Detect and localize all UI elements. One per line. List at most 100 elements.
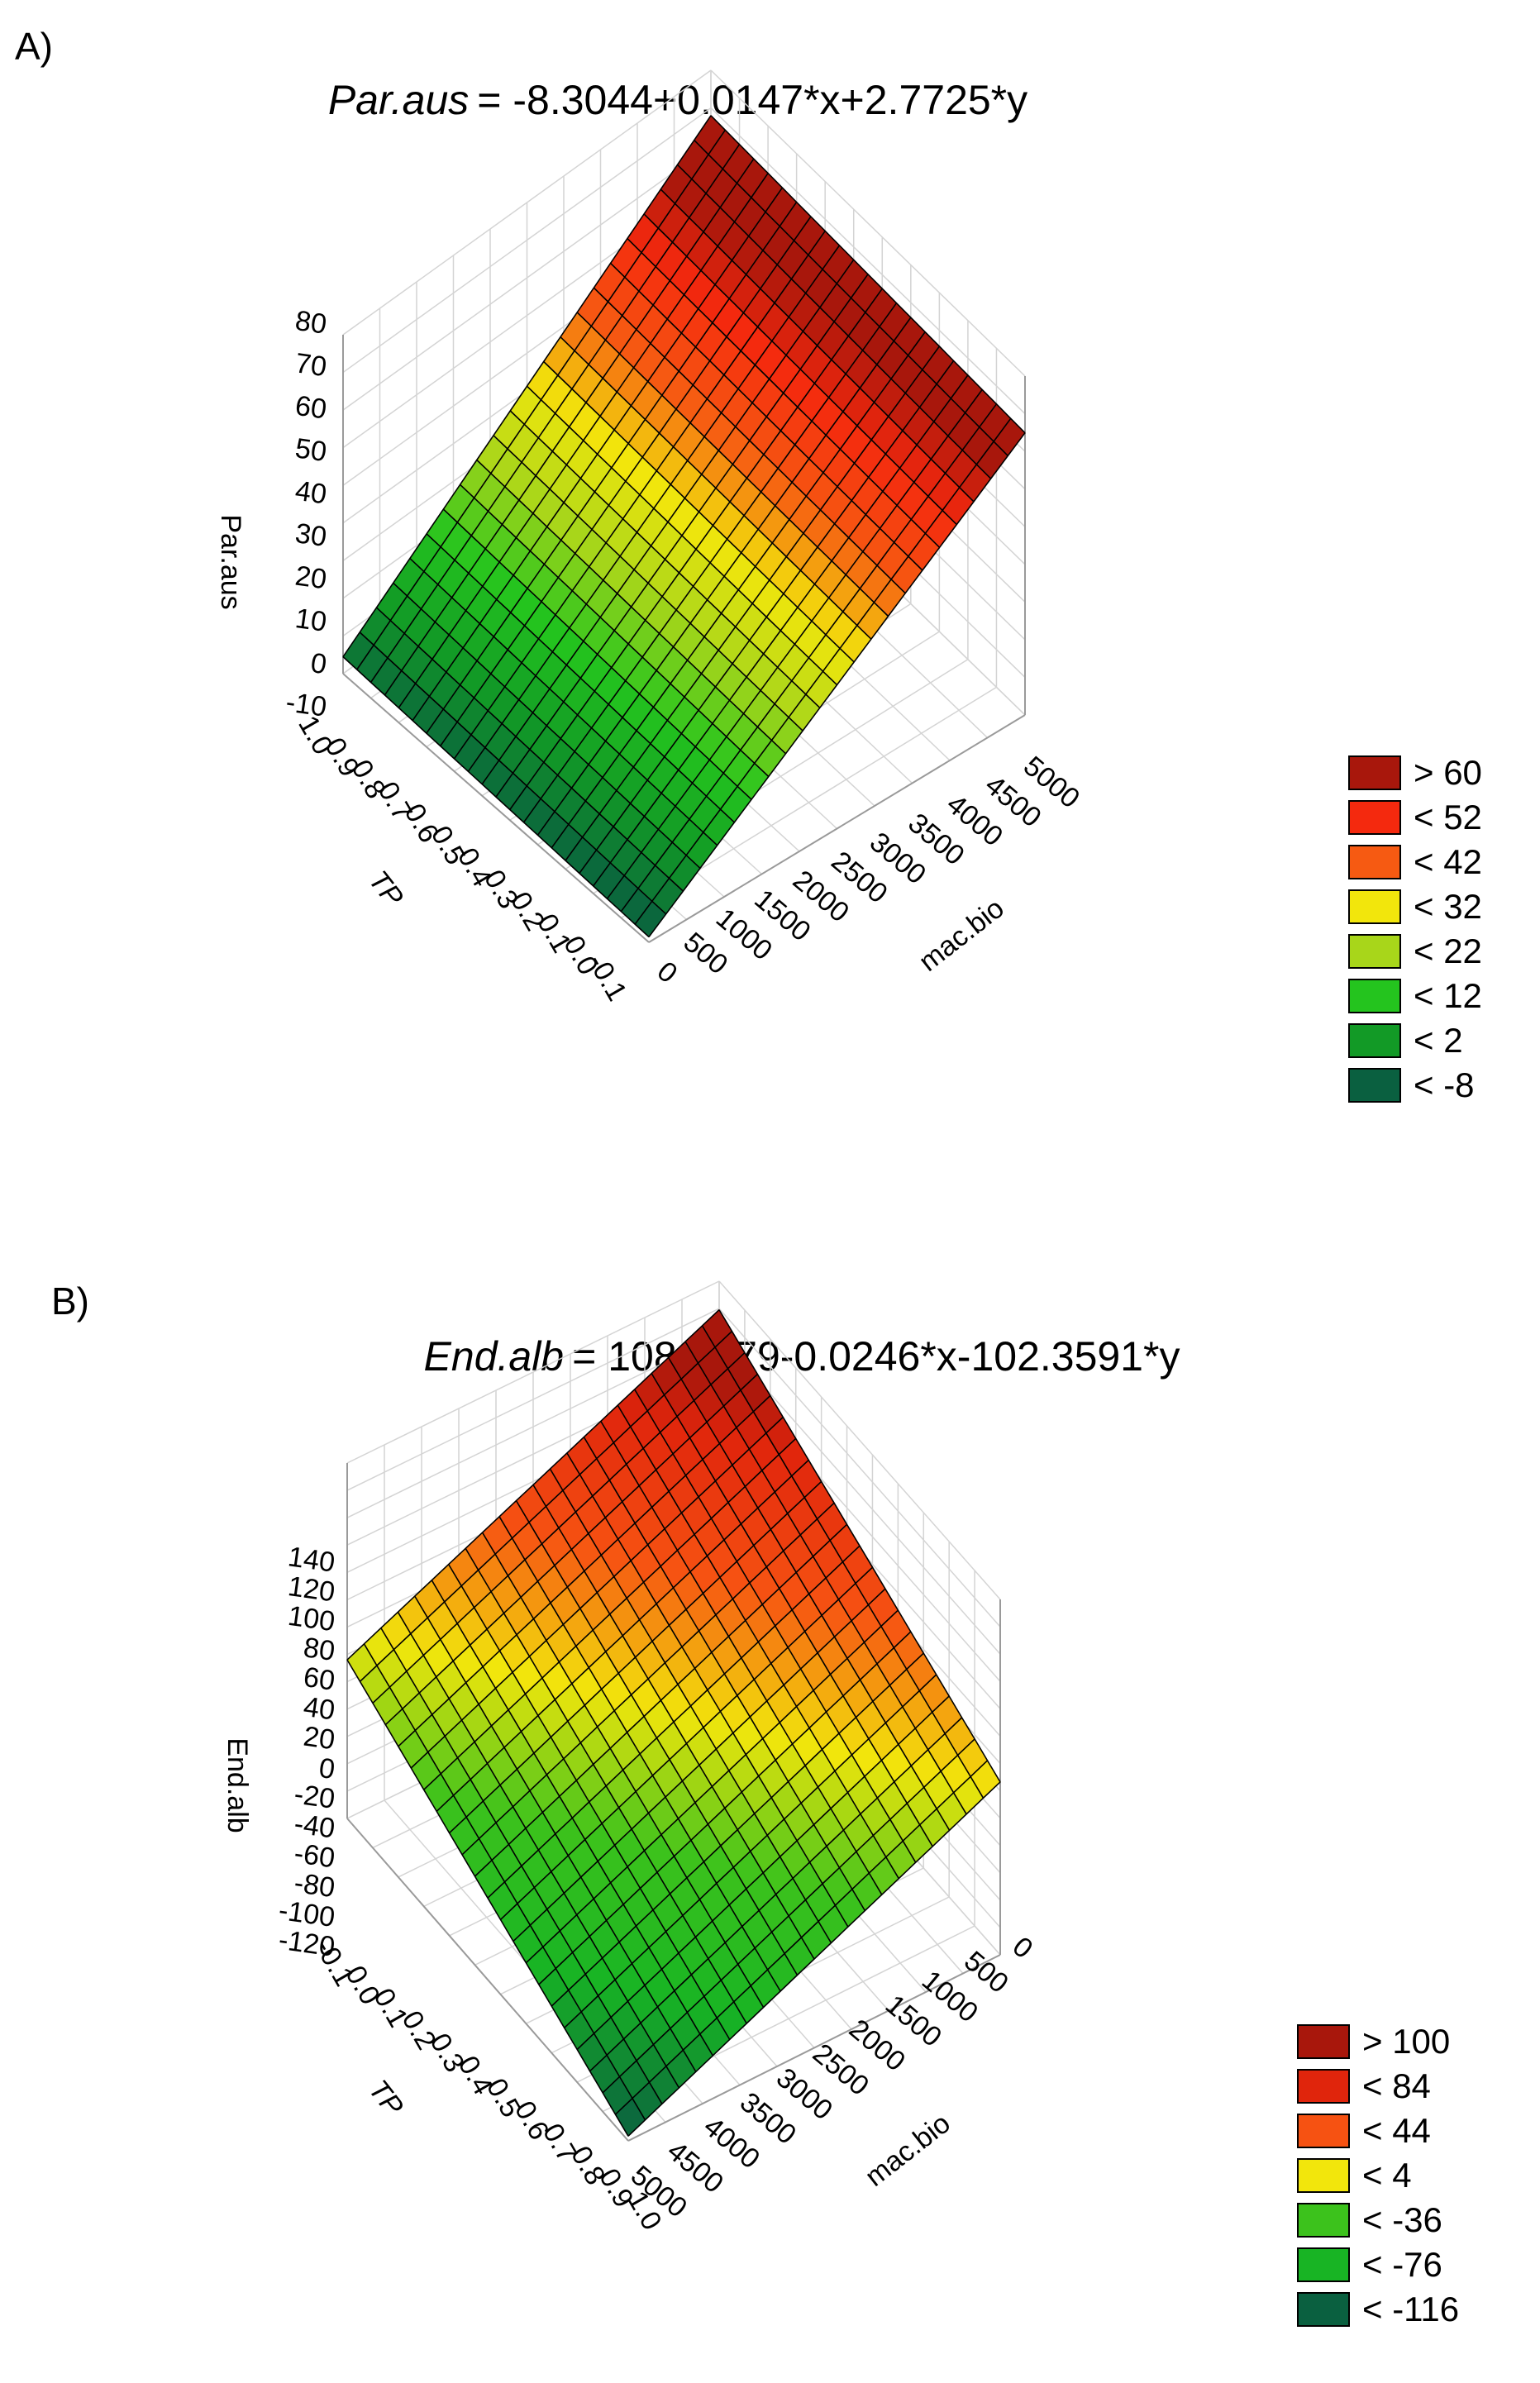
- legend-swatch: [1348, 979, 1401, 1013]
- legend-label: < -76: [1362, 2245, 1442, 2284]
- mesh-line: [718, 1309, 1001, 1783]
- mesh-line: [667, 1356, 951, 1831]
- z-tick-label: 20: [302, 1721, 337, 1756]
- mesh-line: [509, 410, 821, 708]
- mesh-line: [576, 312, 889, 617]
- tick-labels-a: 80706050403020100-101.00.90.80.70.60.50.…: [284, 305, 1086, 1006]
- mesh-line: [431, 1580, 713, 2057]
- mesh-line: [380, 1628, 663, 2104]
- z-tick-label: 10: [293, 603, 329, 638]
- grid-line: [718, 1280, 1001, 1600]
- axis-edge: [648, 714, 1026, 943]
- legend-label: < 12: [1414, 976, 1482, 1015]
- mesh-line: [532, 1484, 815, 1960]
- mesh-line: [643, 213, 957, 526]
- panel-a: A) Par.aus = -8.3044+0.0147*x+2.7725*y 80…: [15, 25, 1482, 1104]
- z-tick-label: 0: [317, 1752, 336, 1785]
- panel-label-a: A): [15, 25, 53, 68]
- mesh-line: [593, 287, 906, 594]
- z-tick-label: -40: [293, 1808, 337, 1844]
- mesh-line: [543, 360, 855, 663]
- tp-axis-title-b: TP: [362, 2074, 409, 2122]
- axis-edge: [346, 1818, 629, 2142]
- legend-label: > 60: [1414, 753, 1482, 792]
- surface-mesh-a: [342, 115, 1026, 938]
- mac-tick-label: 0: [1007, 1931, 1039, 1965]
- legend-swatch: [1348, 1068, 1401, 1103]
- z-tick-label: -80: [293, 1867, 337, 1904]
- mesh-line: [610, 262, 923, 571]
- z-tick-label: 40: [293, 475, 329, 511]
- mesh-line: [342, 656, 650, 938]
- mac-axis-title-b: mac.bio: [860, 2108, 956, 2193]
- z-tick-label: 20: [293, 560, 329, 596]
- mesh-line: [476, 459, 787, 755]
- panel-label-b: B): [51, 1280, 89, 1323]
- legend-label: > 100: [1362, 2022, 1450, 2061]
- legend-label: < -116: [1362, 2290, 1459, 2328]
- mesh-line: [566, 1452, 849, 1928]
- chart-title-b: End.alb = 108.8179-0.0246*x-102.3591*y: [424, 1333, 1180, 1380]
- legend-swatch: [1348, 1023, 1401, 1058]
- legend-label: < 22: [1414, 932, 1482, 970]
- z-tick-label: 80: [293, 305, 329, 341]
- mesh-line: [634, 1389, 917, 1863]
- title-equation-a: = -8.3044+0.0147*x+2.7725*y: [477, 77, 1027, 123]
- legend-label: < 44: [1362, 2111, 1431, 2150]
- legend-label: < 32: [1414, 887, 1482, 926]
- z-tick-label: 70: [293, 347, 329, 383]
- mac-axis-title-a: mac.bio: [913, 893, 1010, 978]
- z-tick-label: 140: [286, 1541, 336, 1579]
- legend-b: > 100 < 84 < 44 < 4 < -36 < -76 < -116: [1297, 2022, 1459, 2328]
- legend-swatch: [1297, 2158, 1350, 2193]
- legend-swatch: [1348, 889, 1401, 924]
- axis-box-b: [346, 1463, 1001, 2142]
- mesh-line: [442, 508, 752, 800]
- mesh-line: [660, 188, 975, 503]
- mesh-line: [583, 1437, 866, 1912]
- mesh-line: [448, 1564, 731, 2040]
- z-tick-label: -10: [284, 686, 329, 722]
- mesh-line: [526, 385, 838, 686]
- z-tick-label: 40: [302, 1691, 337, 1727]
- mesh-line: [346, 1659, 629, 2137]
- legend-swatch: [1297, 2114, 1350, 2148]
- tp-axis-title-a: TP: [362, 865, 409, 913]
- legend-swatch: [1297, 2203, 1350, 2238]
- legend-label: < -8: [1414, 1065, 1475, 1104]
- mesh-line: [515, 1500, 799, 1976]
- panel-b: B) End.alb = 108.8179-0.0246*x-102.3591*y…: [51, 1280, 1459, 2328]
- z-tick-label: -20: [293, 1778, 337, 1814]
- legend-swatch: [1348, 934, 1401, 969]
- mesh-line: [409, 558, 718, 846]
- chart-title-a: Par.aus = -8.3044+0.0147*x+2.7725*y: [328, 77, 1027, 123]
- mesh-line: [694, 140, 1008, 456]
- legend-label: < 4: [1362, 2156, 1412, 2195]
- mesh-line: [651, 1373, 933, 1847]
- mesh-line: [617, 1404, 899, 1880]
- mesh-line: [701, 1325, 985, 1799]
- mac-tick-label: 0: [651, 956, 684, 989]
- z-tick-label: -60: [293, 1837, 337, 1874]
- z-tick-label: 100: [286, 1600, 336, 1638]
- legend-swatch: [1348, 800, 1401, 835]
- mesh-line: [710, 115, 1026, 434]
- mesh-line: [363, 1643, 646, 2121]
- legend-label: < 42: [1414, 842, 1482, 881]
- grid-line: [718, 1308, 1001, 1628]
- z-axis-title-a: Par.aus: [215, 514, 246, 609]
- title-dependent-a: Par.aus: [328, 77, 469, 123]
- mesh-line: [481, 1532, 765, 2008]
- z-tick-label: 120: [286, 1570, 336, 1609]
- legend-swatch: [1348, 755, 1401, 790]
- z-tick-label: 30: [293, 517, 329, 553]
- mesh-line: [676, 164, 992, 479]
- mesh-line: [426, 533, 735, 823]
- legend-swatch: [1348, 845, 1401, 879]
- legend-swatch: [1297, 2247, 1350, 2282]
- mesh-line: [460, 484, 770, 778]
- legend-label: < 84: [1362, 2066, 1431, 2105]
- mesh-line: [600, 1420, 883, 1895]
- mesh-line: [627, 238, 941, 548]
